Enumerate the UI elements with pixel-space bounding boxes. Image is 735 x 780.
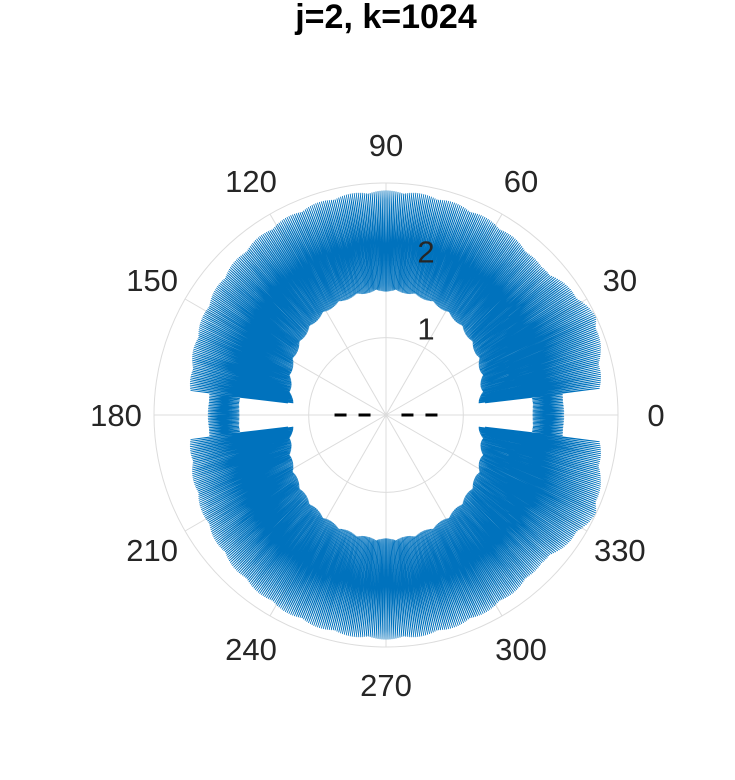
theta-tick-label-90: 90	[369, 128, 403, 163]
series-line	[189, 190, 601, 640]
theta-tick-label-0: 0	[647, 398, 664, 433]
theta-tick-label-180: 180	[90, 398, 142, 433]
angle-tick-labels: 0 30 60 90 120 150 180 210 240 270 300 330	[90, 128, 664, 703]
theta-tick-label-330: 330	[594, 533, 646, 568]
radial-tick-labels: 12	[417, 234, 434, 346]
theta-tick-label-210: 210	[126, 533, 178, 568]
theta-tick-label-60: 60	[504, 164, 538, 199]
r-tick-label-2: 2	[417, 234, 434, 269]
theta-tick-label-270: 270	[360, 668, 412, 703]
theta-tick-label-150: 150	[126, 263, 178, 298]
theta-tick-label-30: 30	[603, 263, 637, 298]
theta-tick-label-120: 120	[225, 164, 277, 199]
chart-title: j=2, k=1024	[294, 0, 477, 36]
series-layer	[189, 190, 601, 640]
theta-tick-label-240: 240	[225, 632, 277, 667]
theta-tick-label-300: 300	[495, 632, 547, 667]
r-tick-label-1: 1	[417, 312, 434, 347]
